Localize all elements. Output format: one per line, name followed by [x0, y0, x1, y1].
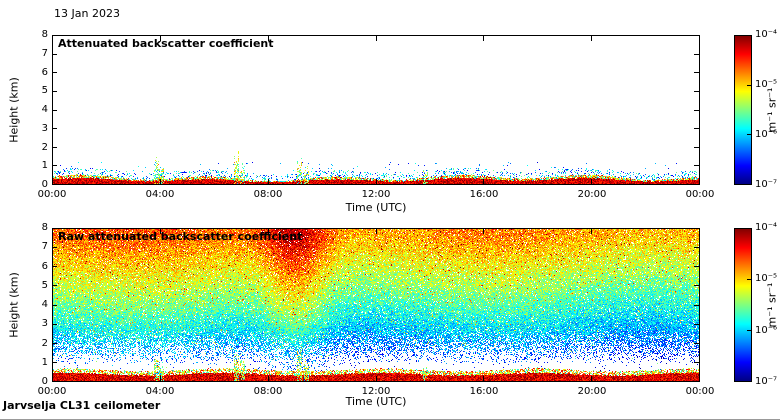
y-tick-label: 2: [41, 337, 48, 349]
y-tick-label: 3: [41, 318, 48, 330]
colorbar-tick-label: 10⁻⁶: [755, 324, 778, 336]
colorbar-tick-label: 10⁻⁵: [755, 273, 778, 285]
colorbar-tick-label: 10⁻⁴: [755, 222, 778, 233]
x-tick-label: 04:00: [145, 386, 175, 397]
colorbar-tick-label: 10⁻⁴: [755, 29, 778, 40]
y-tick-label: 4: [41, 299, 48, 310]
y-tick-label: 2: [41, 141, 48, 153]
colorbar-tick-label: 10⁻⁷: [755, 376, 778, 387]
y-tick-label: 7: [41, 47, 48, 59]
x-tick-label: 00:00: [685, 189, 715, 200]
y-tick-label: 8: [41, 222, 48, 233]
y-tick-label: 5: [41, 85, 48, 97]
x-tick-label: 08:00: [253, 386, 283, 397]
y-tick-label: 5: [41, 279, 48, 291]
colorbar-gradient-top: [734, 35, 752, 185]
heatmap-attenuated-canvas: [52, 35, 700, 185]
colorbar-gradient-bottom: [734, 228, 752, 382]
y-tick-label: 0: [41, 376, 48, 387]
y-tick-label: 7: [41, 241, 48, 253]
x-tick-label: 16:00: [469, 189, 499, 200]
x-tick-label: 12:00: [361, 189, 391, 200]
instrument-label: Jarvselja CL31 ceilometer: [3, 399, 161, 412]
x-tick-label: 04:00: [145, 189, 175, 200]
x-tick-label: 20:00: [577, 189, 607, 200]
x-tick-label: 20:00: [577, 386, 607, 397]
colorbar-tick-label: 10⁻⁵: [755, 79, 778, 90]
colorbar-unit-top: m⁻¹ sr⁻¹: [765, 87, 779, 133]
y-tick-label: 6: [41, 260, 48, 272]
colorbar-tick-label: 10⁻⁷: [755, 179, 778, 190]
x-axis-label-bottom: Time (UTC): [345, 395, 407, 408]
x-tick-label: 00:00: [685, 386, 715, 397]
y-tick-label: 0: [41, 179, 48, 190]
y-tick-label: 3: [41, 122, 48, 134]
colorbar-tick-label: 10⁻⁶: [755, 129, 778, 140]
y-tick-label: 4: [41, 104, 48, 115]
date-label: 13 Jan 2023: [54, 7, 120, 20]
panel-title-raw: Raw attenuated backscatter coefficient: [58, 230, 303, 243]
y-tick-label: 6: [41, 66, 48, 78]
x-tick-label: 00:00: [37, 386, 67, 397]
heatmap-raw-canvas: [52, 228, 700, 382]
y-tick-label: 8: [41, 29, 48, 40]
x-axis-label-top: Time (UTC): [345, 201, 407, 214]
y-tick-label: 1: [41, 356, 48, 368]
x-tick-label: 08:00: [253, 189, 283, 200]
y-tick-label: 1: [41, 160, 48, 172]
panel-title-attenuated: Attenuated backscatter coefficient: [58, 37, 274, 50]
x-tick-label: 16:00: [469, 386, 499, 397]
x-tick-label: 00:00: [37, 189, 67, 200]
x-tick-label: 12:00: [361, 386, 391, 397]
colorbar-unit-bottom: m⁻¹ sr⁻¹: [765, 282, 779, 328]
